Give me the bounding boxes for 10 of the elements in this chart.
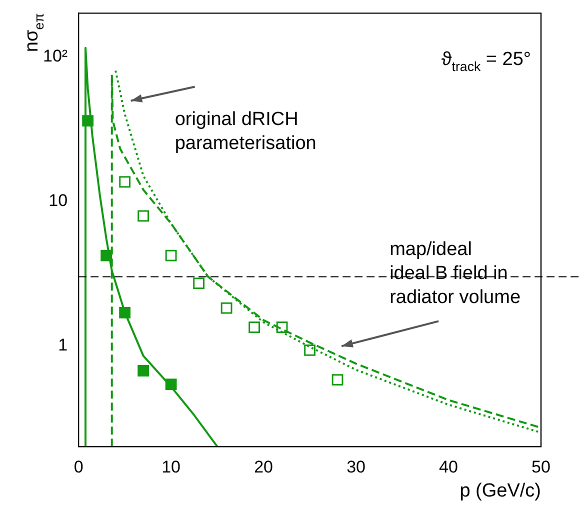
annotation: original dRICH parameterisation bbox=[174, 108, 316, 154]
x-tick-label: 40 bbox=[439, 457, 458, 476]
x-tick-label: 50 bbox=[532, 457, 550, 476]
x-tick-label: 30 bbox=[346, 457, 366, 476]
x-axis-title: p (GeV/c) bbox=[460, 480, 542, 502]
x-tick-label: 0 bbox=[74, 457, 84, 476]
x-tick-label: 20 bbox=[254, 457, 274, 476]
x-tick-label: 10 bbox=[162, 457, 181, 476]
y-tick-label: 10 bbox=[48, 190, 68, 210]
y-tick-label: 1 bbox=[58, 335, 68, 354]
